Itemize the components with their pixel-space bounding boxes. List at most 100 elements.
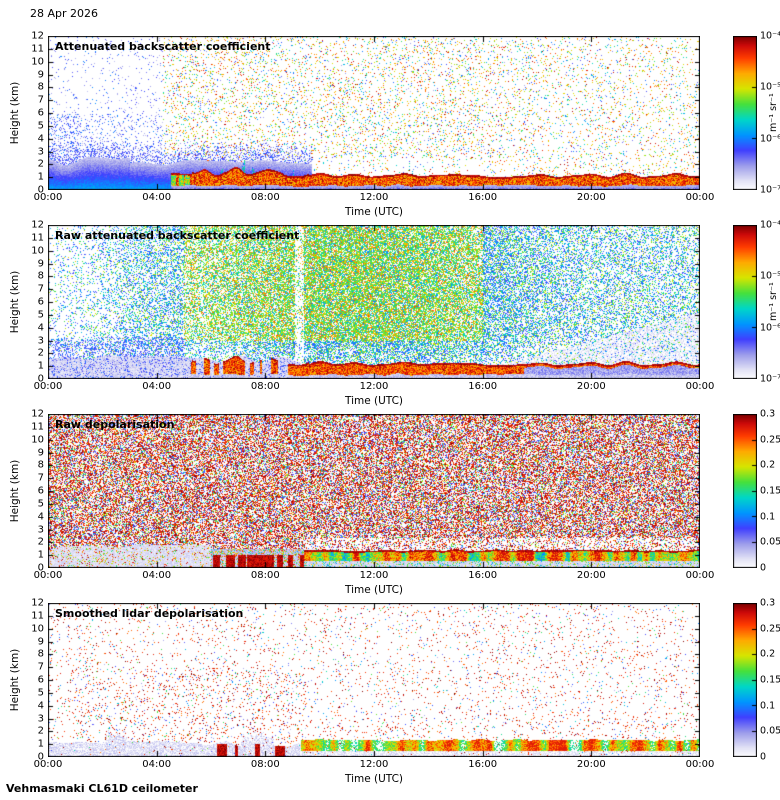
colorbar-tick-label: 10⁻⁷ (760, 184, 780, 196)
y-tick-label: 5 (37, 687, 44, 699)
x-tick-label: 16:00 (468, 192, 498, 203)
colorbar-tick-label: 0.2 (760, 648, 776, 660)
y-tick-label: 9 (37, 258, 44, 269)
x-tick-label: 12:00 (359, 192, 389, 203)
heatmap-canvas (48, 36, 700, 190)
colorbar-unit-label: m⁻¹ sr⁻¹ (768, 93, 779, 133)
x-tick-label: 20:00 (576, 192, 606, 203)
heatmap-canvas (48, 603, 700, 757)
panel-raw-depolarisation: Raw depolarisation Height (km) 12 11 10 9 8 7… (0, 409, 780, 606)
colorbar-tick-label: 0.25 (760, 434, 780, 446)
y-tick-label: 6 (37, 674, 44, 686)
y-tick-label: 2 (37, 725, 44, 737)
y-tick-label: 0 (37, 184, 44, 196)
x-tick-label: 00:00 (685, 192, 715, 203)
heatmap-canvas (48, 225, 700, 379)
x-axis-ticks: 00:00 04:00 08:00 12:00 16:00 20:00 00:00 (34, 570, 715, 582)
colorbar-canvas (733, 225, 757, 379)
y-tick-label: 12 (31, 219, 44, 231)
x-tick-label: 00:00 (33, 381, 63, 392)
colorbar-tick-label: 10⁻⁵ (760, 81, 780, 93)
colorbar-tick-label: 0 (760, 751, 767, 763)
colorbar-tick-label: 10⁻⁶ (760, 133, 780, 145)
x-axis-label: Time (UTC) (344, 206, 404, 218)
y-tick-label: 2 (37, 158, 44, 170)
colorbar-tick-label: 0.15 (760, 485, 780, 497)
colorbar-tick-label: 0.3 (760, 408, 776, 420)
y-tick-label: 11 (31, 43, 44, 55)
instrument-label: Vehmasmaki CL61D ceilometer (6, 782, 198, 795)
colorbar-canvas (733, 36, 757, 190)
y-tick-label: 1 (37, 549, 44, 561)
x-tick-label: 04:00 (142, 192, 172, 203)
date-label: 28 Apr 2026 (30, 7, 99, 20)
y-tick-label: 2 (37, 536, 44, 548)
y-tick-label: 0 (37, 751, 44, 763)
y-axis-ticks: 12 11 10 9 8 7 6 5 4 3 2 1 0 (0, 31, 44, 196)
panel-title: Attenuated backscatter coefficient (55, 40, 271, 53)
colorbar-tick-label: 0.1 (760, 511, 776, 523)
colorbar-ticks: 0.3 0.25 0.2 0.15 0.1 0.05 0 (760, 598, 780, 763)
x-tick-label: 16:00 (468, 570, 498, 581)
x-tick-label: 00:00 (33, 759, 63, 770)
y-tick-label: 7 (37, 472, 44, 484)
y-tick-label: 9 (37, 636, 44, 647)
panel-raw-attenuated-backscatter: Raw attenuated backscatter coefficient H… (0, 220, 780, 417)
colorbar-tick-label: 0.15 (760, 674, 780, 686)
y-tick-label: 4 (37, 133, 44, 145)
colorbar-tick-label: 0 (760, 562, 767, 574)
y-tick-label: 7 (37, 661, 44, 673)
x-tick-label: 04:00 (142, 759, 172, 770)
x-tick-label: 00:00 (33, 570, 63, 581)
panel-attenuated-backscatter: Attenuated backscatter coefficient Heigh… (0, 31, 780, 228)
x-tick-label: 12:00 (359, 759, 389, 770)
x-tick-label: 16:00 (468, 381, 498, 392)
x-tick-label: 00:00 (33, 192, 63, 203)
y-tick-label: 10 (31, 434, 44, 446)
x-tick-label: 08:00 (250, 759, 280, 770)
y-tick-label: 1 (37, 171, 44, 183)
y-tick-label: 0 (37, 562, 44, 574)
y-tick-label: 4 (37, 511, 44, 523)
x-tick-label: 16:00 (468, 759, 498, 770)
x-tick-label: 08:00 (250, 381, 280, 392)
y-tick-label: 5 (37, 120, 44, 132)
panel-smoothed-lidar-depolarisation: Smoothed lidar depolarisation Height (km… (0, 598, 780, 795)
y-tick-label: 8 (37, 648, 44, 660)
colorbar-tick-label: 10⁻⁴ (760, 219, 780, 231)
colorbar-canvas (733, 414, 757, 568)
colorbar-ticks: 10⁻⁴ 10⁻⁵ 10⁻⁶ 10⁻⁷ (760, 220, 780, 385)
colorbar-tick-label: 0.25 (760, 623, 780, 635)
y-tick-label: 0 (37, 373, 44, 385)
y-tick-label: 9 (37, 69, 44, 80)
y-tick-label: 9 (37, 447, 44, 458)
colorbar-tick-label: 0.05 (760, 725, 780, 737)
y-tick-label: 10 (31, 623, 44, 635)
y-tick-label: 6 (37, 107, 44, 119)
heatmap-canvas (48, 414, 700, 568)
colorbar-tick-label: 0.1 (760, 700, 776, 712)
y-tick-label: 7 (37, 283, 44, 295)
y-tick-label: 4 (37, 322, 44, 334)
y-tick-label: 11 (31, 421, 44, 433)
colorbar-tick-label: 0.05 (760, 536, 780, 548)
y-tick-label: 1 (37, 360, 44, 372)
x-tick-label: 08:00 (250, 192, 280, 203)
y-tick-label: 12 (31, 408, 44, 420)
y-axis-ticks: 12 11 10 9 8 7 6 5 4 3 2 1 0 (0, 220, 44, 385)
y-tick-label: 7 (37, 94, 44, 106)
y-tick-label: 4 (37, 700, 44, 712)
y-tick-label: 3 (37, 146, 44, 157)
y-tick-label: 3 (37, 335, 44, 346)
x-tick-label: 20:00 (576, 381, 606, 392)
y-tick-label: 6 (37, 296, 44, 308)
x-tick-label: 20:00 (576, 570, 606, 581)
y-tick-label: 10 (31, 56, 44, 68)
panel-title: Raw attenuated backscatter coefficient (55, 229, 300, 242)
x-axis-label: Time (UTC) (344, 584, 404, 596)
x-tick-label: 04:00 (142, 570, 172, 581)
x-axis-ticks: 00:00 04:00 08:00 12:00 16:00 20:00 00:00 (34, 192, 715, 204)
y-tick-label: 8 (37, 459, 44, 471)
colorbar-tick-label: 0.3 (760, 597, 776, 609)
